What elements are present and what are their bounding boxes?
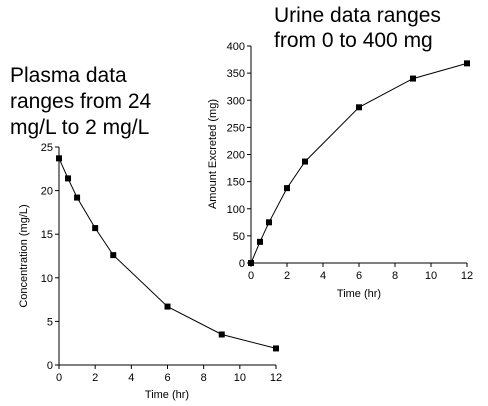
plasma-chart: 0 5 10 15 20 25 0 2 4 6 8 10 12 Time (hr) Concentra… — [18, 142, 282, 401]
x-tick-label: 0 — [56, 372, 62, 384]
data-point — [92, 225, 99, 232]
x-tick-label: 2 — [284, 270, 290, 282]
y-tick-label: 15 — [41, 229, 53, 241]
data-point — [266, 219, 272, 226]
series-line — [58, 158, 277, 349]
x-tick-label: 8 — [392, 270, 398, 282]
y-tick-label: 0 — [47, 360, 53, 372]
y-axis-title: Concentration (mg/L) — [18, 204, 30, 307]
urine-annotation-line: Urine data ranges — [274, 4, 441, 27]
x-tick-label: 12 — [270, 372, 282, 384]
data-point — [110, 252, 117, 259]
y-tick-label: 400 — [227, 41, 245, 53]
x-tick-label: 4 — [320, 270, 326, 282]
x-tick-label: 6 — [356, 270, 362, 282]
x-tick-label: 4 — [128, 372, 134, 384]
data-point — [164, 303, 171, 310]
data-point — [74, 194, 81, 201]
x-tick-label: 10 — [425, 270, 437, 282]
y-tick-label: 200 — [227, 150, 245, 162]
x-axis-title: Time (hr) — [145, 389, 189, 401]
x-tick-label: 2 — [92, 372, 98, 384]
data-markers — [248, 60, 470, 266]
x-ticks: 0 2 4 6 8 10 12 — [248, 263, 473, 282]
y-axis-title: Amount Excreted (mg) — [207, 99, 219, 209]
plasma-annotation-line: Plasma data — [10, 64, 127, 87]
data-point — [218, 331, 225, 338]
y-tick-label: 350 — [227, 68, 245, 80]
urine-annotation-line: from 0 to 400 mg — [274, 29, 433, 52]
data-point — [284, 185, 290, 192]
urine-chart: 0 50 100 150 200 250 300 350 400 0 2 4 6 8 10 12 Time … — [207, 41, 473, 300]
data-point — [356, 104, 362, 111]
y-tick-label: 10 — [41, 273, 53, 285]
x-tick-label: 12 — [461, 270, 473, 282]
y-tick-label: 25 — [41, 142, 53, 154]
y-tick-label: 300 — [227, 95, 245, 107]
x-axis-title: Time (hr) — [337, 288, 381, 300]
y-tick-label: 100 — [227, 204, 245, 216]
data-point — [464, 60, 470, 67]
y-ticks: 0 5 10 15 20 25 — [41, 142, 59, 372]
x-tick-label: 10 — [234, 372, 246, 384]
x-tick-label: 8 — [201, 372, 207, 384]
x-tick-label: 0 — [248, 270, 254, 282]
data-point — [248, 260, 254, 266]
data-point — [257, 238, 263, 245]
data-point — [65, 175, 72, 182]
y-tick-label: 50 — [233, 231, 245, 243]
plasma-annotation-line: mg/L to 2 mg/L — [10, 116, 149, 139]
x-tick-label: 6 — [164, 372, 170, 384]
data-point — [302, 158, 308, 165]
data-point — [56, 155, 62, 162]
y-tick-label: 5 — [47, 316, 53, 328]
y-ticks: 0 50 100 150 200 250 300 350 400 — [227, 41, 251, 270]
data-point — [273, 345, 279, 352]
y-tick-label: 250 — [227, 122, 245, 134]
x-ticks: 0 2 4 6 8 10 12 — [56, 365, 282, 384]
data-markers — [56, 155, 279, 352]
data-point — [410, 75, 416, 82]
y-tick-label: 150 — [227, 177, 245, 189]
series-line — [250, 62, 468, 264]
y-tick-label: 0 — [239, 258, 245, 270]
plasma-annotation-line: ranges from 24 — [10, 90, 152, 113]
y-tick-label: 20 — [41, 186, 53, 198]
plasma-annotation: Plasma data ranges from 24 mg/L to 2 mg/… — [10, 64, 152, 139]
urine-annotation: Urine data ranges from 0 to 400 mg — [274, 4, 441, 52]
